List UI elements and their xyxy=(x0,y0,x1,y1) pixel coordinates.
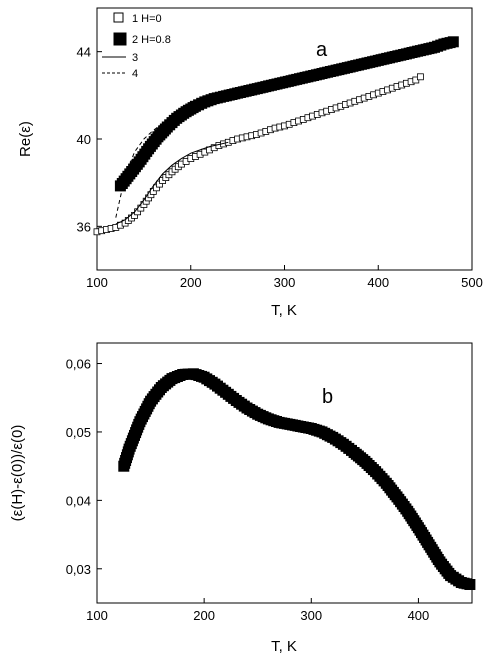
y-axis-label-b: (ε(H)-ε(0))/ε(0) xyxy=(9,425,26,522)
y-tick-label-a: 40 xyxy=(77,132,91,147)
x-tick-label-a: 200 xyxy=(180,275,202,290)
y-tick-label-b: 0,06 xyxy=(66,357,91,372)
legend-label-2: 2 H=0.8 xyxy=(132,34,171,46)
x-ticks-b: 100 200 300 400 xyxy=(86,598,429,623)
data-point-a-1 xyxy=(416,73,424,81)
y-tick-label-b: 0,05 xyxy=(66,425,91,440)
x-tick-label-a: 500 xyxy=(461,275,483,290)
legend-label-1: 1 H=0 xyxy=(132,13,162,25)
legend-marker-filled-square xyxy=(113,32,127,46)
y-tick-label-b: 0,04 xyxy=(66,493,91,508)
legend-label-4: 4 xyxy=(132,68,138,80)
y-axis-label-a: Re(ε) xyxy=(17,121,34,157)
series-group-a xyxy=(93,36,459,236)
data-point-b-1 xyxy=(464,579,476,590)
x-tick-label-a: 400 xyxy=(367,275,389,290)
y-ticks-a: 36 40 44 xyxy=(77,45,102,234)
x-axis-label-b: T, K xyxy=(271,638,297,655)
y-tick-label-a: 44 xyxy=(77,45,91,60)
series-line-a-4 xyxy=(115,99,229,218)
legend-a: 1 H=0 2 H=0.8 3 4 xyxy=(102,12,171,80)
x-tick-label-b: 200 xyxy=(193,608,215,623)
x-ticks-a: 100 200 300 400 500 xyxy=(86,265,483,290)
y-ticks-b: 0,03 0,04 0,05 0,06 xyxy=(66,357,102,577)
legend-marker-open-square xyxy=(113,12,124,23)
panel-label-a: a xyxy=(316,39,328,61)
panel-b: 100 200 300 400 0,03 0,04 0,05 0,06 b T, K (ε(… xyxy=(9,342,476,655)
legend-label-3: 3 xyxy=(132,52,138,64)
panel-a: 100 200 300 400 500 36 40 44 a T, K Re(ε) 1 H=… xyxy=(17,7,483,319)
x-tick-label-a: 100 xyxy=(86,275,108,290)
x-tick-label-b: 100 xyxy=(86,608,108,623)
plot-frame-b xyxy=(96,342,473,604)
x-tick-label-b: 400 xyxy=(408,608,430,623)
y-tick-label-a: 36 xyxy=(77,219,91,234)
series-line-a-3 xyxy=(115,141,229,225)
series-group-b xyxy=(118,368,476,590)
panel-label-b: b xyxy=(322,386,333,408)
y-tick-label-b: 0,03 xyxy=(66,562,91,577)
x-tick-label-a: 300 xyxy=(274,275,296,290)
x-tick-label-b: 300 xyxy=(300,608,322,623)
x-axis-label-a: T, K xyxy=(271,302,297,319)
data-point-a-2 xyxy=(447,36,459,48)
